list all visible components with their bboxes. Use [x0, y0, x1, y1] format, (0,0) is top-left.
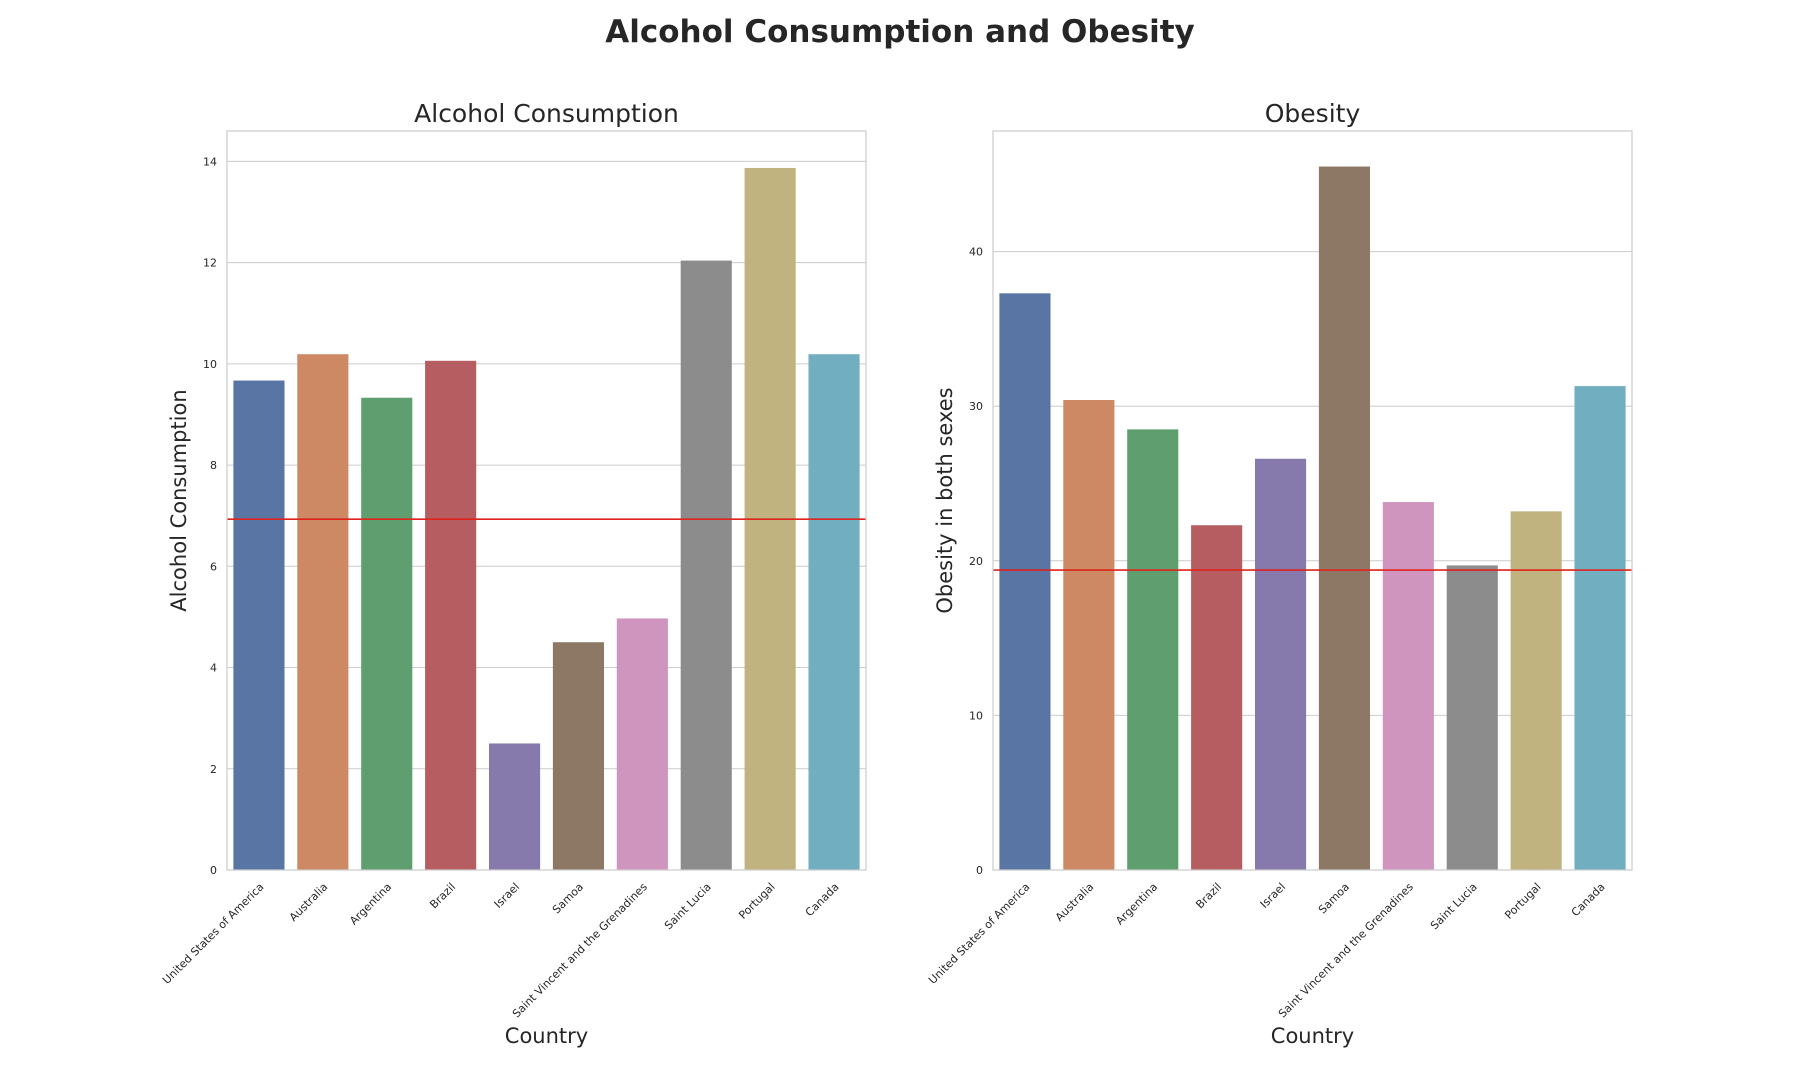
obesity-xtick-label: Saint Lucia: [1428, 880, 1480, 932]
alcohol-bar: [488, 743, 541, 870]
alcohol-xtick-label: United States of America: [160, 880, 266, 986]
obesity-xtick-label: Brazil: [1193, 880, 1224, 911]
alcohol-xtick-label: Israel: [492, 880, 522, 910]
alcohol-axes-frame: [226, 130, 867, 871]
obesity-bar: [1382, 502, 1434, 870]
obesity-bar: [1127, 429, 1179, 870]
alcohol-x-axis-label: Country: [505, 1024, 588, 1048]
obesity-xtick-label: United States of America: [926, 880, 1032, 986]
obesity-bar: [1063, 400, 1115, 870]
obesity-xtick-label: Israel: [1258, 880, 1288, 910]
obesity-bar: [1446, 565, 1498, 870]
obesity-xtick-label: Saint Vincent and the Grenadines: [1276, 880, 1416, 1020]
alcohol-ytick-label: 2: [210, 763, 217, 776]
obesity-xtick-label: Canada: [1569, 880, 1608, 919]
obesity-xtick-label: Portugal: [1502, 880, 1543, 921]
alcohol-ytick-label: 4: [210, 662, 217, 675]
alcohol-ytick-label: 6: [210, 560, 217, 573]
alcohol-ytick-label: 0: [210, 864, 217, 877]
alcohol-xtick-label: Canada: [803, 880, 842, 919]
alcohol-bar: [616, 618, 668, 870]
alcohol-xtick-label: Samoa: [550, 880, 586, 916]
obesity-x-axis-label: Country: [1271, 1024, 1354, 1048]
alcohol-xtick-label: Argentina: [347, 880, 394, 927]
alcohol-bar: [680, 260, 732, 870]
alcohol-xtick-label: Saint Vincent and the Grenadines: [510, 880, 650, 1020]
alcohol-xtick-label: Brazil: [427, 880, 458, 911]
obesity-ytick-label: 10: [969, 709, 983, 722]
alcohol-ytick-label: 14: [203, 155, 217, 168]
obesity-ytick-label: 20: [969, 555, 983, 568]
obesity-bar: [1191, 525, 1243, 870]
obesity-ytick-label: 40: [969, 246, 983, 259]
alcohol-bar: [808, 354, 860, 870]
alcohol-bar: [361, 397, 413, 870]
alcohol-xtick-label: Saint Lucia: [662, 880, 714, 932]
obesity-y-axis-label: Obesity in both sexes: [933, 387, 957, 613]
alcohol-bar: [552, 642, 605, 870]
obesity-ytick-label: 0: [976, 864, 983, 877]
obesity-chart-title: Obesity: [1265, 99, 1361, 128]
alcohol-ytick-label: 8: [210, 459, 217, 472]
obesity-bar: [1574, 386, 1626, 870]
obesity-xtick-label: Australia: [1053, 880, 1097, 924]
obesity-bar: [1254, 458, 1307, 870]
alcohol-xtick-label: Portugal: [736, 880, 777, 921]
alcohol-bar: [233, 380, 285, 870]
obesity-xtick-label: Samoa: [1316, 880, 1352, 916]
figure-title: Alcohol Consumption and Obesity: [605, 14, 1195, 50]
obesity-xtick-label: Argentina: [1113, 880, 1160, 927]
obesity-bar: [1318, 166, 1371, 870]
alcohol-bar: [425, 360, 477, 870]
obesity-ytick-label: 30: [969, 400, 983, 413]
obesity-bar: [1510, 511, 1562, 870]
obesity-bar: [999, 293, 1051, 870]
alcohol-xtick-label: Australia: [287, 880, 331, 924]
alcohol-y-axis-label: Alcohol Consumption: [167, 389, 191, 611]
alcohol-ytick-label: 10: [203, 358, 217, 371]
alcohol-chart-title: Alcohol Consumption: [414, 99, 679, 128]
alcohol-bar: [297, 354, 349, 870]
alcohol-ytick-label: 12: [203, 257, 217, 270]
obesity-axes-frame: [992, 130, 1633, 871]
